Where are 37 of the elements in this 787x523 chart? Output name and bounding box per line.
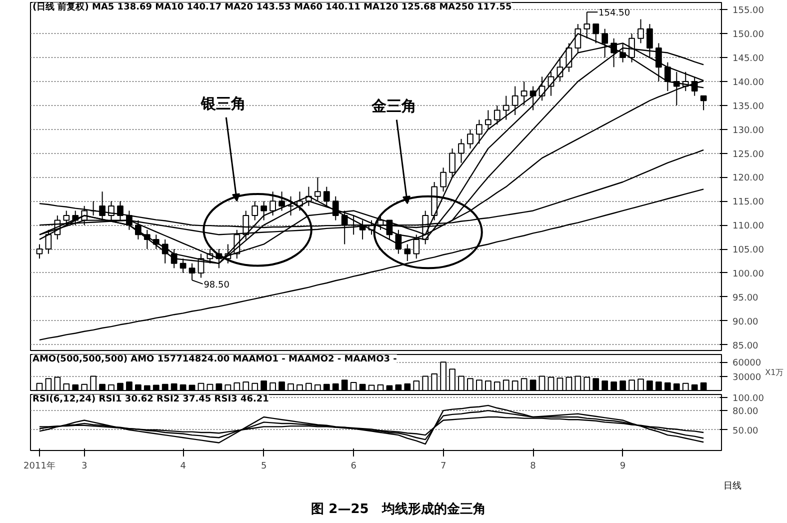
y-tick-label: 105.00 <box>732 246 764 256</box>
x-tick-label: 9 <box>620 462 626 472</box>
y-axis-title: X1万 <box>765 368 784 377</box>
y-tick-label: 145.00 <box>732 54 764 64</box>
annotation: 98.50 <box>204 280 230 290</box>
x-tick-label: 5 <box>260 462 267 472</box>
y-tick-label: 150.00 <box>732 30 764 40</box>
y-tick-label: 50.00 <box>732 426 759 436</box>
y-tick-label: 100.00 <box>732 394 764 404</box>
x-tick-label: 4 <box>180 462 186 472</box>
x-tick-label: 2011年 <box>24 460 56 472</box>
y-tick-label: 90.00 <box>732 317 759 328</box>
x-tick-label: 6 <box>350 462 357 472</box>
y-tick-label: 30000 <box>732 372 762 383</box>
text: 日线 <box>724 480 742 492</box>
y-tick-label: 95.00 <box>732 293 759 304</box>
y-tick-label: 120.00 <box>732 174 764 184</box>
y-tick-label: 80.00 <box>732 407 759 418</box>
y-tick-label: 60000 <box>732 358 762 369</box>
caption: 图 2—25 均线形成的金三角 <box>311 501 486 519</box>
y-tick-label: 130.00 <box>732 126 764 136</box>
y-tick-label: 85.00 <box>732 341 759 352</box>
annotation: 154.50 <box>598 8 630 19</box>
y-tick-label: 140.00 <box>732 78 764 88</box>
chart-title: RSI(6,12,24) RSI1 30.62 RSI2 37.45 RSI3 46.21 <box>32 394 269 404</box>
x-tick-label: 8 <box>530 462 536 472</box>
x-tick-label: 7 <box>440 462 446 472</box>
y-tick-label: 155.00 <box>732 6 764 16</box>
y-tick-label: 135.00 <box>732 102 764 112</box>
y-tick-label: 100.00 <box>732 269 764 280</box>
y-tick-label: 125.00 <box>732 150 764 160</box>
annotation: 金三角 <box>370 96 416 115</box>
chart-title: AMO(500,500,500) AMO 157714824.00 MAAMO1 - MAAMO2 - MAAMO3 - <box>32 354 398 364</box>
y-tick-label: 115.00 <box>732 198 764 208</box>
x-tick-label: 3 <box>81 462 88 472</box>
annotation: 银三角 <box>200 94 246 113</box>
y-tick-label: 110.00 <box>732 222 764 232</box>
